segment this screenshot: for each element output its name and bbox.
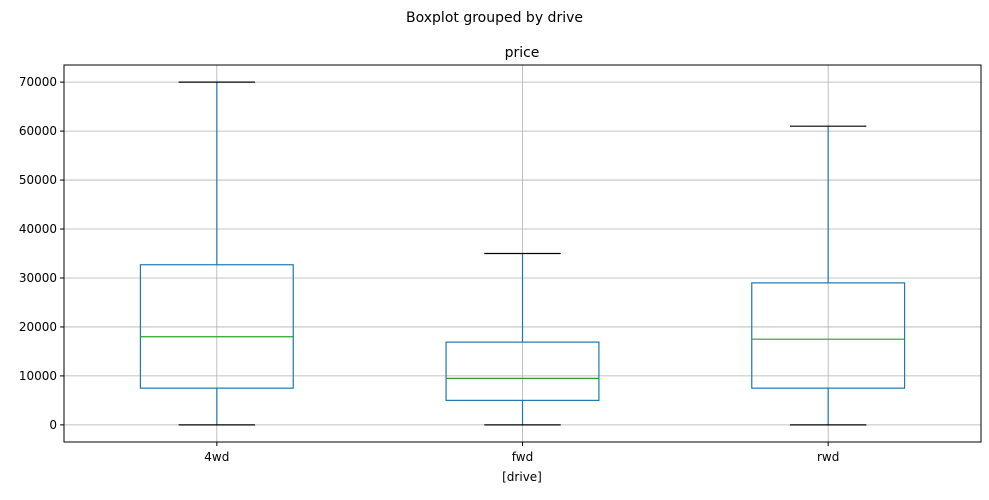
y-tick-label: 20000	[19, 320, 57, 334]
y-tick-label: 30000	[19, 271, 57, 285]
box-group-rwd	[751, 125, 906, 426]
x-tick-label: 4wd	[204, 450, 229, 464]
y-tick-label: 60000	[19, 124, 57, 138]
y-tick-label: 10000	[19, 369, 57, 383]
box-plots	[139, 81, 906, 426]
y-tick-label: 70000	[19, 75, 57, 89]
y-tick-label: 0	[49, 418, 57, 432]
x-tick-label: fwd	[512, 450, 533, 464]
x-tick-label: rwd	[817, 450, 839, 464]
box	[139, 264, 294, 389]
y-tick-label: 50000	[19, 173, 57, 187]
x-axis-label: [drive]	[502, 470, 542, 484]
chart-title: price	[505, 45, 540, 61]
axes: 0 10000 20000 30000 40000 50000 60000 70000 4wd f…	[19, 64, 982, 464]
box-group-4wd	[139, 81, 294, 426]
box	[751, 282, 906, 389]
y-tick-label: 40000	[19, 222, 57, 236]
figure-suptitle: Boxplot grouped by drive	[406, 10, 583, 26]
box	[445, 341, 600, 401]
box-group-fwd	[445, 252, 600, 426]
